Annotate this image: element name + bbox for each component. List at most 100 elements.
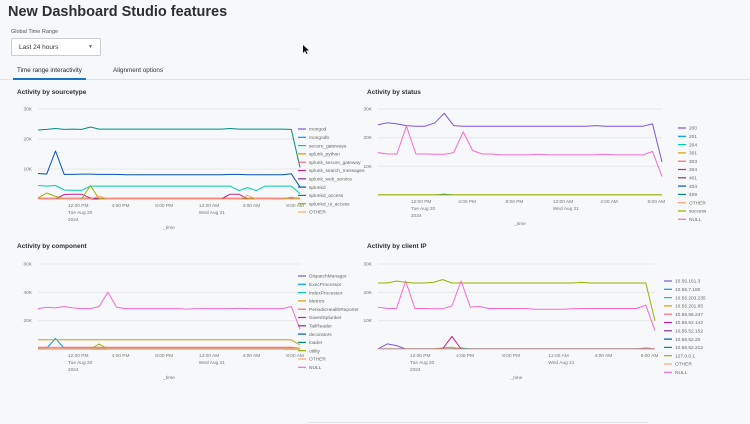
x-tick-label: 4:00 PM: [458, 199, 476, 205]
panel-activity-by-status: Activity by status 30K 20K 10K 12:00 PM Tue …: [363, 89, 747, 229]
legend-item[interactable]: splunk_search_messages: [298, 168, 365, 174]
x-tick-label: Wed Aug 21: [553, 206, 579, 212]
legend-item[interactable]: DispatchManager: [298, 274, 347, 280]
series-line-splunkd-access[interactable]: [37, 126, 301, 168]
x-tick-label: 8:00 AM: [286, 353, 304, 359]
legend-item[interactable]: splunkd: [298, 185, 326, 191]
legend-item[interactable]: 10.56.52.20: [664, 337, 701, 343]
legend-label: 204: [689, 142, 697, 148]
tab-alignment-options[interactable]: Alignment options: [113, 67, 164, 74]
legend-label: 10.56.52.142: [675, 320, 703, 326]
legend-item[interactable]: loader: [298, 340, 323, 346]
legend-label: OTHER: [309, 210, 326, 216]
x-tick-label: 2024: [68, 367, 79, 373]
legend-item[interactable]: splunk_secure_gateway: [298, 160, 361, 166]
legend-item[interactable]: splunk_python: [298, 152, 340, 158]
legend-item[interactable]: NULL: [664, 370, 688, 376]
legend-item[interactable]: splunk_web_service: [298, 177, 353, 183]
legend-item[interactable]: OTHER: [664, 362, 692, 368]
panel-title: Activity by client IP: [367, 243, 427, 250]
series-line-200[interactable]: [377, 112, 663, 163]
legend-item[interactable]: 204: [678, 142, 697, 148]
legend-item[interactable]: 201: [678, 134, 697, 140]
legend-label: 10.56.201.85: [675, 304, 703, 310]
x-tick-label: 8:00 AM: [641, 353, 659, 359]
scrollbar-track[interactable]: [308, 422, 648, 423]
legend-item[interactable]: OTHER: [298, 210, 326, 216]
legend-item[interactable]: 409: [678, 192, 697, 198]
x-tick-label: Wed Aug 21: [548, 360, 574, 366]
series-line-10-56-52-142[interactable]: [378, 335, 655, 350]
time-range-value: Last 24 hours: [19, 44, 59, 51]
legend-item[interactable]: 127.0.0.1: [664, 353, 695, 359]
legend-item[interactable]: success: [678, 210, 707, 215]
legend-item[interactable]: decorators: [298, 332, 332, 338]
page-title: New Dashboard Studio features: [8, 4, 228, 20]
series-line-periodichealthreporter[interactable]: [38, 346, 301, 349]
legend-item[interactable]: 401: [678, 176, 697, 182]
series-line-metrics[interactable]: [38, 339, 301, 346]
legend-item[interactable]: 10.56.201.85: [664, 304, 703, 310]
x-tick-label: 4:00 AM: [595, 353, 613, 359]
legend-item[interactable]: OTHER: [678, 200, 706, 206]
series-line-other[interactable]: [38, 194, 300, 200]
x-tick-label: 4:00 AM: [600, 199, 618, 205]
legend-item[interactable]: 10.56.52.152: [664, 329, 703, 335]
series-line-127-0-0-1[interactable]: [378, 279, 656, 321]
x-tick-label: 8:00 PM: [502, 353, 520, 359]
legend-label: 10.56.52.212: [675, 345, 703, 351]
x-tick-label: 2024: [68, 217, 79, 223]
legend-item[interactable]: IndexProcessor: [298, 290, 343, 296]
legend-item[interactable]: NULL: [678, 217, 702, 223]
legend-item[interactable]: utility: [298, 348, 321, 354]
legend-item[interactable]: 404: [678, 184, 697, 190]
legend-item[interactable]: PeriodicHealthReporter: [298, 307, 359, 313]
series-line-null[interactable]: [37, 291, 301, 330]
legend-item[interactable]: mongodb: [298, 135, 329, 141]
legend-item[interactable]: NULL: [298, 365, 322, 371]
legend-item[interactable]: 200: [678, 126, 697, 132]
legend-item[interactable]: SavedSplunker: [298, 315, 342, 321]
legend-item[interactable]: 304: [678, 167, 697, 173]
legend-item[interactable]: splunkd_access: [298, 193, 344, 199]
legend-item[interactable]: splunkd_ui_access: [298, 201, 350, 207]
x-tick-label: 12:00 PM: [411, 199, 432, 205]
x-tick-label: Tue Aug 20: [68, 360, 93, 366]
series-line-splunkd[interactable]: [37, 150, 301, 188]
panel-activity-by-sourcetype: Activity by sourcetype 30K 20K 10K 12:00 PM…: [17, 89, 365, 231]
legend-label: splunk_web_service: [309, 177, 353, 183]
x-tick-label: 8:00 PM: [155, 203, 173, 209]
legend-label: mongod: [309, 127, 327, 133]
series-line-null[interactable]: [377, 125, 663, 177]
legend-item[interactable]: 10.56.161.3: [664, 279, 701, 285]
legend-item[interactable]: Metrics: [298, 299, 325, 305]
x-tick-label: 12:00 PM: [68, 203, 89, 209]
x-axis-label: _time: [162, 225, 175, 231]
legend-item[interactable]: secure_gateways: [298, 143, 347, 149]
series-line-null[interactable]: [377, 280, 656, 331]
y-tick-label: 10K: [363, 164, 372, 170]
legend-item[interactable]: 301: [678, 151, 697, 157]
series-line-secure-gateways[interactable]: [37, 185, 301, 194]
legend-item[interactable]: 10.56.52.142: [664, 320, 703, 326]
tab-time-range-interactivity[interactable]: Time range interactivity: [13, 67, 86, 80]
legend-item[interactable]: 10.56.7.180: [664, 287, 701, 293]
legend-item[interactable]: ExecProcessor: [298, 282, 342, 288]
y-tick-label: 20K: [23, 137, 32, 143]
legend-item[interactable]: 303: [678, 159, 697, 165]
legend-item[interactable]: mongod: [298, 127, 327, 133]
legend-item[interactable]: 10.56.56.247: [664, 312, 703, 318]
x-tick-label: 12:00 AM: [199, 203, 219, 209]
legend-item[interactable]: OTHER: [298, 357, 326, 363]
legend-label: OTHER: [309, 357, 326, 363]
legend-item[interactable]: 10.56.203.235: [664, 295, 706, 301]
time-range-dropdown[interactable]: Last 24 hours ▼: [11, 38, 101, 56]
legend-item[interactable]: 10.56.52.212: [664, 345, 703, 351]
series-line-splunkd-ui-access[interactable]: [37, 185, 301, 200]
legend-item[interactable]: TailReader: [298, 324, 332, 330]
legend-label: 304: [689, 167, 697, 173]
